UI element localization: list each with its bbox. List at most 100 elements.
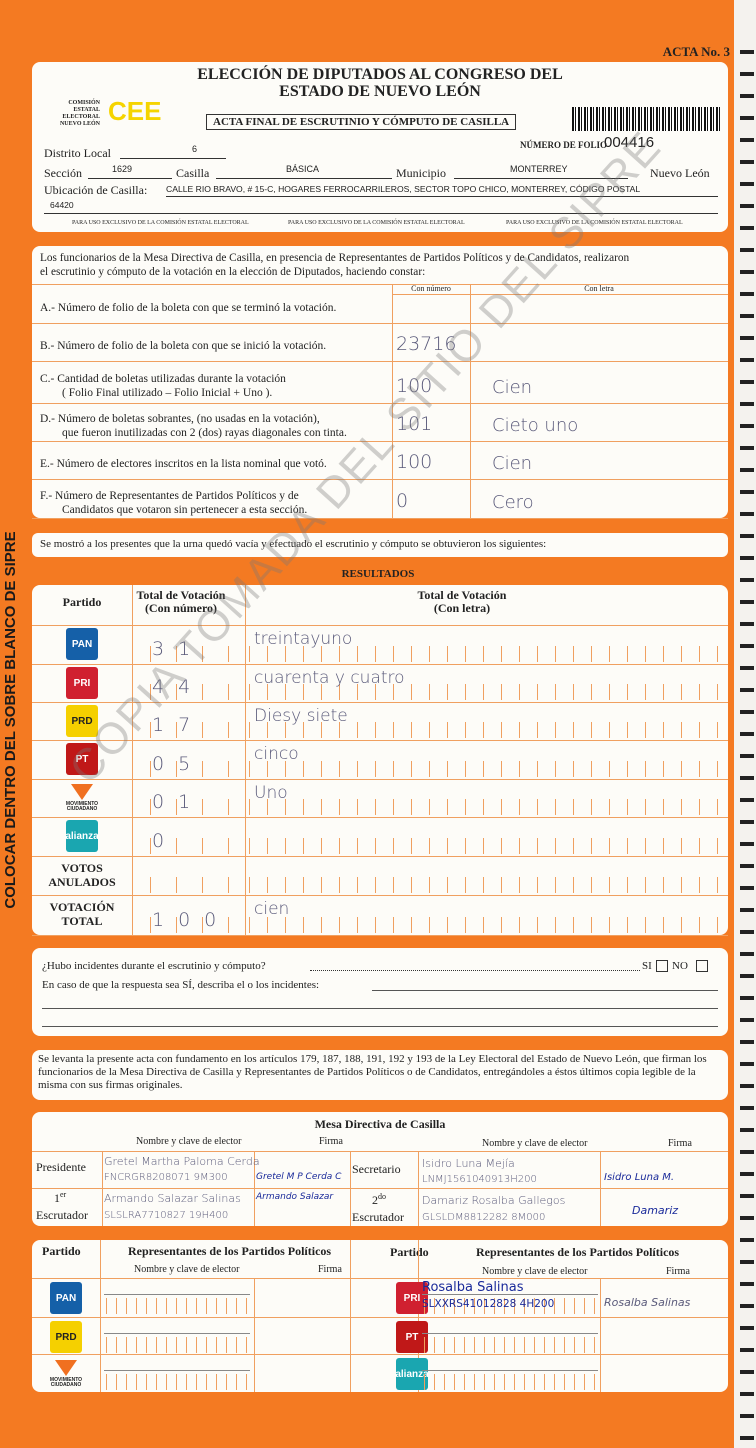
perforation-mark: [740, 1172, 754, 1176]
perforation-mark: [740, 754, 754, 758]
perforation-mark: [740, 204, 754, 208]
col-nombre: Nombre y clave de elector: [482, 1138, 588, 1149]
result-number[interactable]: 31: [152, 638, 205, 660]
municipio-value: MONTERREY: [510, 164, 568, 174]
perforation-mark: [740, 1018, 754, 1022]
perforation-mark: [740, 226, 754, 230]
mesa-panel: Mesa Directiva de Casilla Nombre y clave…: [32, 1112, 728, 1226]
perforation-mark: [740, 380, 754, 384]
perforation-mark: [740, 864, 754, 868]
result-number[interactable]: 01: [152, 791, 205, 813]
perforation-mark: [740, 1348, 754, 1352]
result-letter[interactable]: cinco: [254, 744, 299, 764]
perforation-mark: [740, 996, 754, 1000]
perforation-mark: [740, 336, 754, 340]
presidente-name: Gretel Martha Paloma Cerda: [104, 1155, 260, 1168]
constancia-panel: Los funcionarios de la Mesa Directiva de…: [32, 246, 728, 519]
mostro-text: Se mostró a los presentes que la urna qu…: [32, 533, 728, 557]
perforation-mark: [740, 1326, 754, 1330]
escrutador1-label: 1er: [54, 1190, 67, 1205]
si-checkbox[interactable]: [656, 960, 668, 972]
secretario-firma: Isidro Luna M.: [604, 1172, 675, 1183]
result-number[interactable]: 05: [152, 753, 205, 775]
constancia-row-number[interactable]: 101: [396, 413, 433, 435]
perforation-mark: [740, 1238, 754, 1242]
incidentes-panel: ¿Hubo incidentes durante el escrutinio y…: [32, 948, 728, 1036]
perforation-mark: [740, 666, 754, 670]
party-logo-movimiento-ciudadano: MOVIMIENTO CIUDADANO: [50, 1358, 82, 1390]
constancia-row-label: D.- Número de boletas sobrantes, (no usa…: [40, 413, 347, 439]
constancia-row-letter[interactable]: Cien: [492, 453, 533, 474]
result-letter[interactable]: Diesy siete: [254, 706, 348, 726]
rep-title-left: Representantes de los Partidos Políticos: [128, 1244, 332, 1258]
perforation-mark: [740, 710, 754, 714]
party-logo-pt: PT: [66, 743, 98, 775]
escrutador2-clave: GLSLDM8812282 8M000: [422, 1212, 546, 1223]
constancia-row-label: C.- Cantidad de boletas utilizadas duran…: [40, 373, 286, 399]
party-name: MOVIMIENTO CIUDADANO: [65, 800, 99, 812]
perforation-mark: [740, 930, 754, 934]
col-total-letra: Total de Votación (Con letra): [417, 588, 507, 615]
perforation-mark: [740, 1436, 754, 1440]
constancia-row-label: A.- Número de folio de la boleta con que…: [40, 302, 337, 314]
acta-subtitle: ACTA FINAL DE ESCRUTINIO Y CÓMPUTO DE CA…: [206, 114, 517, 130]
perforation-mark: [740, 446, 754, 450]
constancia-row-label: B.- Número de folio de la boleta con que…: [40, 340, 327, 352]
col-firma: Firma: [318, 1264, 342, 1275]
constancia-row-label: E.- Número de electores inscritos en la …: [40, 458, 327, 470]
col-total-numero: Total de Votación (Con número): [136, 588, 226, 615]
party-logo-alianza: alianza: [395, 1358, 429, 1390]
perforation-mark: [740, 94, 754, 98]
org-name: COMISIÓN ESTATAL ELECTORAL NUEVO LEÓN: [59, 100, 100, 127]
constancia-row-letter[interactable]: Cieto uno: [492, 415, 579, 436]
result-letter[interactable]: treintayuno: [254, 629, 353, 649]
col-partido-left: Partido: [42, 1244, 81, 1258]
perforation-mark: [740, 776, 754, 780]
constancia-row-number[interactable]: 100: [396, 375, 433, 397]
party-logo-alianza: alianza: [65, 820, 99, 852]
result-letter[interactable]: cien: [254, 899, 290, 919]
resultados-panel: Partido Total de Votación (Con número) T…: [32, 585, 728, 936]
escrutador2-name: Damariz Rosalba Gallegos: [422, 1194, 566, 1207]
result-letter[interactable]: cuarenta y cuatro: [254, 668, 405, 688]
perforation-mark: [740, 72, 754, 76]
perforation-mark: [740, 578, 754, 582]
perforation-mark: [740, 952, 754, 956]
constancia-row-number[interactable]: 0: [396, 490, 409, 512]
result-number[interactable]: 17: [152, 714, 205, 736]
perforation-mark: [740, 512, 754, 516]
representantes-panel: Partido Representantes de los Partidos P…: [32, 1240, 728, 1392]
exclusive-note: PARA USO EXCLUSIVO DE LA COMISIÓN ESTATA…: [506, 220, 683, 226]
perforation-mark: [740, 490, 754, 494]
secretario-clave: LNMJ1561040913H200: [422, 1174, 537, 1185]
eagle-icon: [55, 1359, 77, 1376]
col-firma: Firma: [666, 1266, 690, 1277]
escrutador1-name: Armando Salazar Salinas: [104, 1192, 241, 1205]
result-number[interactable]: 0: [152, 830, 179, 852]
result-number[interactable]: 100: [152, 909, 231, 931]
constancia-row-number[interactable]: 23716: [396, 333, 457, 355]
rep-firma: Rosalba Salinas: [604, 1296, 691, 1309]
rep-clave[interactable]: SLXXRS41012828 4H200: [422, 1298, 555, 1310]
exclusive-note: PARA USO EXCLUSIVO DE LA COMISIÓN ESTATA…: [288, 220, 465, 226]
perforation-mark: [740, 1062, 754, 1066]
col-nombre: Nombre y clave de elector: [136, 1136, 242, 1147]
perforation-mark: [740, 600, 754, 604]
perforation-mark: [740, 1084, 754, 1088]
perforation-mark: [740, 138, 754, 142]
perforation-mark: [740, 1194, 754, 1198]
constancia-row-label: F.- Número de Representantes de Partidos…: [40, 489, 308, 516]
result-number[interactable]: 44: [152, 676, 205, 698]
no-checkbox[interactable]: [696, 960, 708, 972]
rep-name[interactable]: Rosalba Salinas: [422, 1280, 524, 1295]
result-letter[interactable]: Uno: [254, 783, 288, 803]
constancia-row-number[interactable]: 100: [396, 451, 433, 473]
presidente-clave: FNCRGR8208071 9M300: [104, 1172, 228, 1183]
escrutador1-firma: Armando Salazar: [256, 1192, 334, 1202]
header-panel: ELECCIÓN DE DIPUTADOS AL CONGRESO DEL EST…: [32, 62, 728, 232]
party-name: MOVIMIENTO CIUDADANO: [49, 1376, 83, 1388]
constancia-row-letter[interactable]: Cero: [492, 492, 534, 513]
constancia-row-letter[interactable]: Cien: [492, 377, 533, 398]
perforation-mark: [740, 842, 754, 846]
resultados-title: RESULTADOS: [341, 568, 415, 580]
